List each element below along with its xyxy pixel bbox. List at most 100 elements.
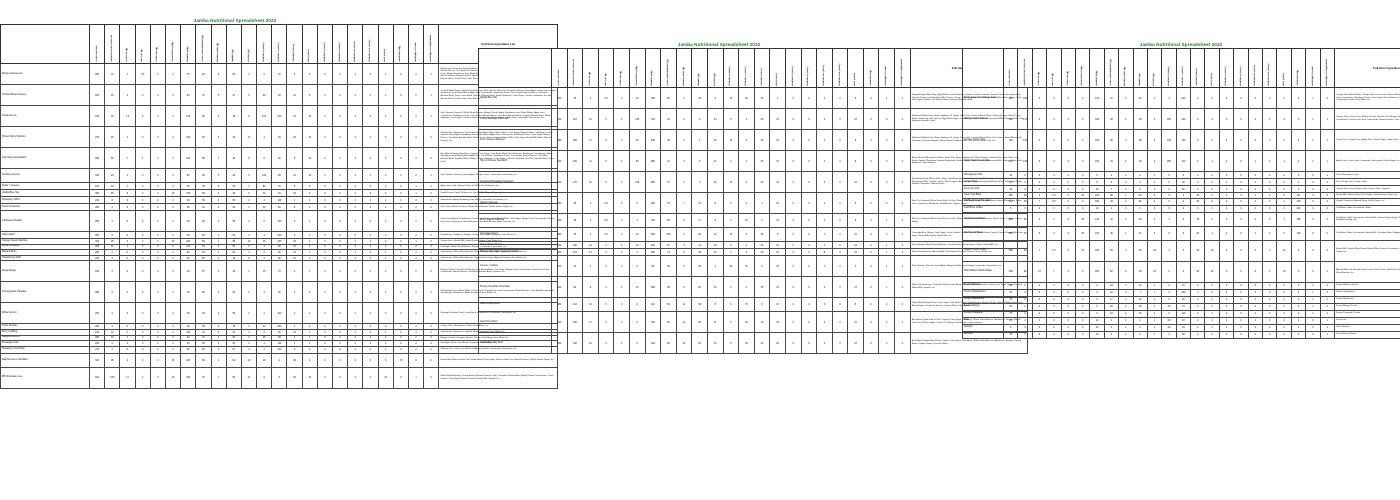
cell-nutrient-value: 8 bbox=[847, 129, 864, 151]
cell-nutrient-value: 2 bbox=[675, 227, 693, 242]
cell-nutrient-value: 150 bbox=[644, 192, 662, 214]
cell-nutrient-value: 38 bbox=[1132, 239, 1148, 262]
cell-nutrient-value: 7 bbox=[119, 147, 136, 169]
cell-nutrient-value: 1 bbox=[423, 84, 440, 106]
cell-nutrient-value: 2 bbox=[1276, 87, 1292, 109]
cell-nutrient-value: 0 bbox=[362, 84, 379, 106]
cell-nutrient-value: 16 bbox=[1146, 260, 1163, 283]
cell-nutrient-value: 0 bbox=[894, 150, 911, 172]
cell-nutrient-value: 0 bbox=[1290, 108, 1307, 130]
cell-nutrient-value: 60 bbox=[180, 182, 197, 190]
table-row: Classic Oatmeal 280 35 4 0.5 0 0 150 54 7 13 8 0 0 4 15… bbox=[478, 192, 1028, 214]
cell-nutrient-value: 6 bbox=[675, 248, 693, 256]
cell-nutrient-value: 1 bbox=[407, 366, 425, 389]
cell-nutrient-value: 70 bbox=[738, 297, 755, 312]
cell-nutrient-value: 0 bbox=[1290, 260, 1307, 283]
cell-nutrient-value: 0 bbox=[134, 196, 151, 204]
cell-nutrient-value: 4 bbox=[816, 150, 833, 172]
cell-nutrient-value: 1 bbox=[878, 213, 896, 228]
cell-nutrient-value: 10 bbox=[722, 227, 740, 242]
cell-nutrient-value: 0 bbox=[1031, 185, 1048, 193]
cell-nutrient-value: 0 bbox=[1074, 295, 1091, 304]
cell-nutrient-value: 40 bbox=[1190, 239, 1206, 262]
cell-nutrient-value: 150 bbox=[180, 189, 197, 197]
cell-nutrient-value: 0 bbox=[1046, 178, 1062, 186]
cell-nutrient-value: 1 bbox=[1118, 225, 1134, 241]
column-header-calcium-dv: Calcium (%DV) bbox=[1190, 48, 1206, 88]
cell-nutrient-value: 0 bbox=[1060, 87, 1076, 109]
cell-nutrient-value: 0 bbox=[1089, 288, 1105, 297]
cell-nutrient-value: 0 bbox=[1060, 171, 1076, 179]
cell-nutrient-value: 110 bbox=[271, 196, 288, 204]
cell-nutrient-value: 1 bbox=[1118, 316, 1134, 325]
cell-nutrient-value: 0 bbox=[722, 192, 740, 214]
cell-nutrient-value: 8 bbox=[1247, 281, 1264, 290]
cell-nutrient-value: 13 bbox=[691, 192, 708, 214]
cell-nutrient-value: 2 bbox=[1103, 330, 1120, 339]
cell-nutrient-value: 480 bbox=[551, 227, 568, 242]
column-header-sodium-mg: Sodium (mg) bbox=[180, 24, 197, 64]
cell-nutrient-value: 0 bbox=[1046, 323, 1062, 332]
cell-nutrient-value: 0 bbox=[1060, 316, 1076, 325]
cell-nutrient-value: 1 bbox=[1305, 108, 1321, 130]
column-header-label: Sodium (mg) bbox=[186, 46, 189, 62]
column-header-vitamin-d-dv: Vitamin D (%DV) bbox=[1218, 48, 1235, 88]
column-header-label: Total Carbohydrate (g) bbox=[667, 59, 670, 86]
column-header-total-fat-g: Total Fat (g) bbox=[1031, 48, 1048, 88]
cell-nutrient-value: 6 bbox=[597, 311, 615, 333]
cell-nutrient-value: 520 bbox=[88, 366, 106, 389]
cell-nutrient-value: 3 bbox=[210, 210, 227, 232]
cell-nutrient-value: 0 bbox=[894, 213, 911, 228]
cell-nutrient-value: 100 bbox=[566, 150, 584, 172]
cell-nutrient-value: 0 bbox=[316, 84, 334, 106]
table-row: Cold Brew Coffee 5 0 0 0 0 0 10 1 0 0 0 0 0 0 0 0 0 0 0 0 200… bbox=[962, 204, 1400, 213]
table-row: Sunrise Carrot Juice 150 140 0 0 0 0 160 36 2 28 3 3… bbox=[962, 129, 1400, 151]
cell-nutrient-value: 15 bbox=[256, 260, 273, 283]
cell-nutrient-value: 2 bbox=[1118, 108, 1134, 130]
cell-nutrient-value: 2 bbox=[1247, 225, 1264, 241]
cell-nutrient-value: 4 bbox=[769, 87, 786, 109]
cell-item-name: Wheatgrass Shot bbox=[962, 171, 1004, 179]
cell-item-name: Frozen Pineapple bbox=[962, 309, 1004, 318]
cell-nutrient-value: 0 bbox=[104, 231, 121, 239]
cell-nutrient-value: 10 bbox=[753, 332, 771, 354]
cell-nutrient-value: 40 bbox=[1132, 211, 1148, 227]
cell-nutrient-value: 15 bbox=[1002, 171, 1019, 179]
cell-nutrient-value: 15 bbox=[301, 366, 318, 389]
cell-nutrient-value: 0 bbox=[1247, 185, 1264, 193]
cell-item-name: White Gummi bbox=[0, 302, 90, 325]
cell-nutrient-value: 0 bbox=[613, 150, 630, 172]
cell-nutrient-value: 0 bbox=[1262, 260, 1278, 283]
cell-nutrient-value: 2 bbox=[1204, 171, 1220, 179]
cell-nutrient-value: 0 bbox=[149, 182, 166, 190]
cell-nutrient-value: 0 bbox=[316, 63, 334, 85]
column-header-label: Vitamin B6 (%DV) bbox=[353, 41, 356, 62]
cell-nutrient-value: 0 bbox=[1218, 211, 1235, 227]
cell-nutrient-value: 1 bbox=[1146, 302, 1163, 311]
cell-nutrient-value: 0 bbox=[392, 84, 409, 106]
cell-nutrient-value: 10 bbox=[256, 203, 273, 211]
cell-nutrient-value: 1 bbox=[1046, 260, 1062, 283]
cell-nutrient-value: 290 bbox=[551, 213, 568, 228]
cell-nutrient-value: 6 bbox=[722, 311, 740, 333]
cell-nutrient-value: 0 bbox=[878, 108, 896, 130]
cell-nutrient-value: 0 bbox=[392, 126, 409, 148]
cell-nutrient-value: 45 bbox=[180, 210, 197, 232]
cell-nutrient-value: 140 bbox=[1017, 129, 1033, 151]
cell-nutrient-value: 5 bbox=[1146, 225, 1163, 241]
cell-nutrient-value: 10 bbox=[753, 311, 771, 333]
cell-nutrient-value: 0 bbox=[149, 147, 166, 169]
cell-nutrient-value: 0 bbox=[119, 260, 136, 283]
cell-nutrient-value: 2 bbox=[377, 182, 394, 190]
cell-nutrient-value: 76 bbox=[195, 366, 212, 389]
cell-nutrient-value: 4 bbox=[1146, 197, 1163, 206]
table-row: Amazing Greens 180 20 2 0 0 0 85 38 6 26 5 100 80 10 10… bbox=[0, 168, 559, 183]
cell-nutrient-value: 0 bbox=[134, 168, 151, 183]
cell-nutrient-value: 0 bbox=[1017, 309, 1033, 318]
cell-nutrient-value: 0 bbox=[1290, 185, 1307, 193]
cell-nutrient-value: 50 bbox=[691, 311, 708, 333]
cell-nutrient-value: 0 bbox=[1218, 185, 1235, 193]
cell-nutrient-value: 6 bbox=[301, 281, 318, 304]
column-header-label: Vitamin A (%DV) bbox=[729, 66, 732, 86]
cell-nutrient-value: 0 bbox=[894, 171, 911, 193]
